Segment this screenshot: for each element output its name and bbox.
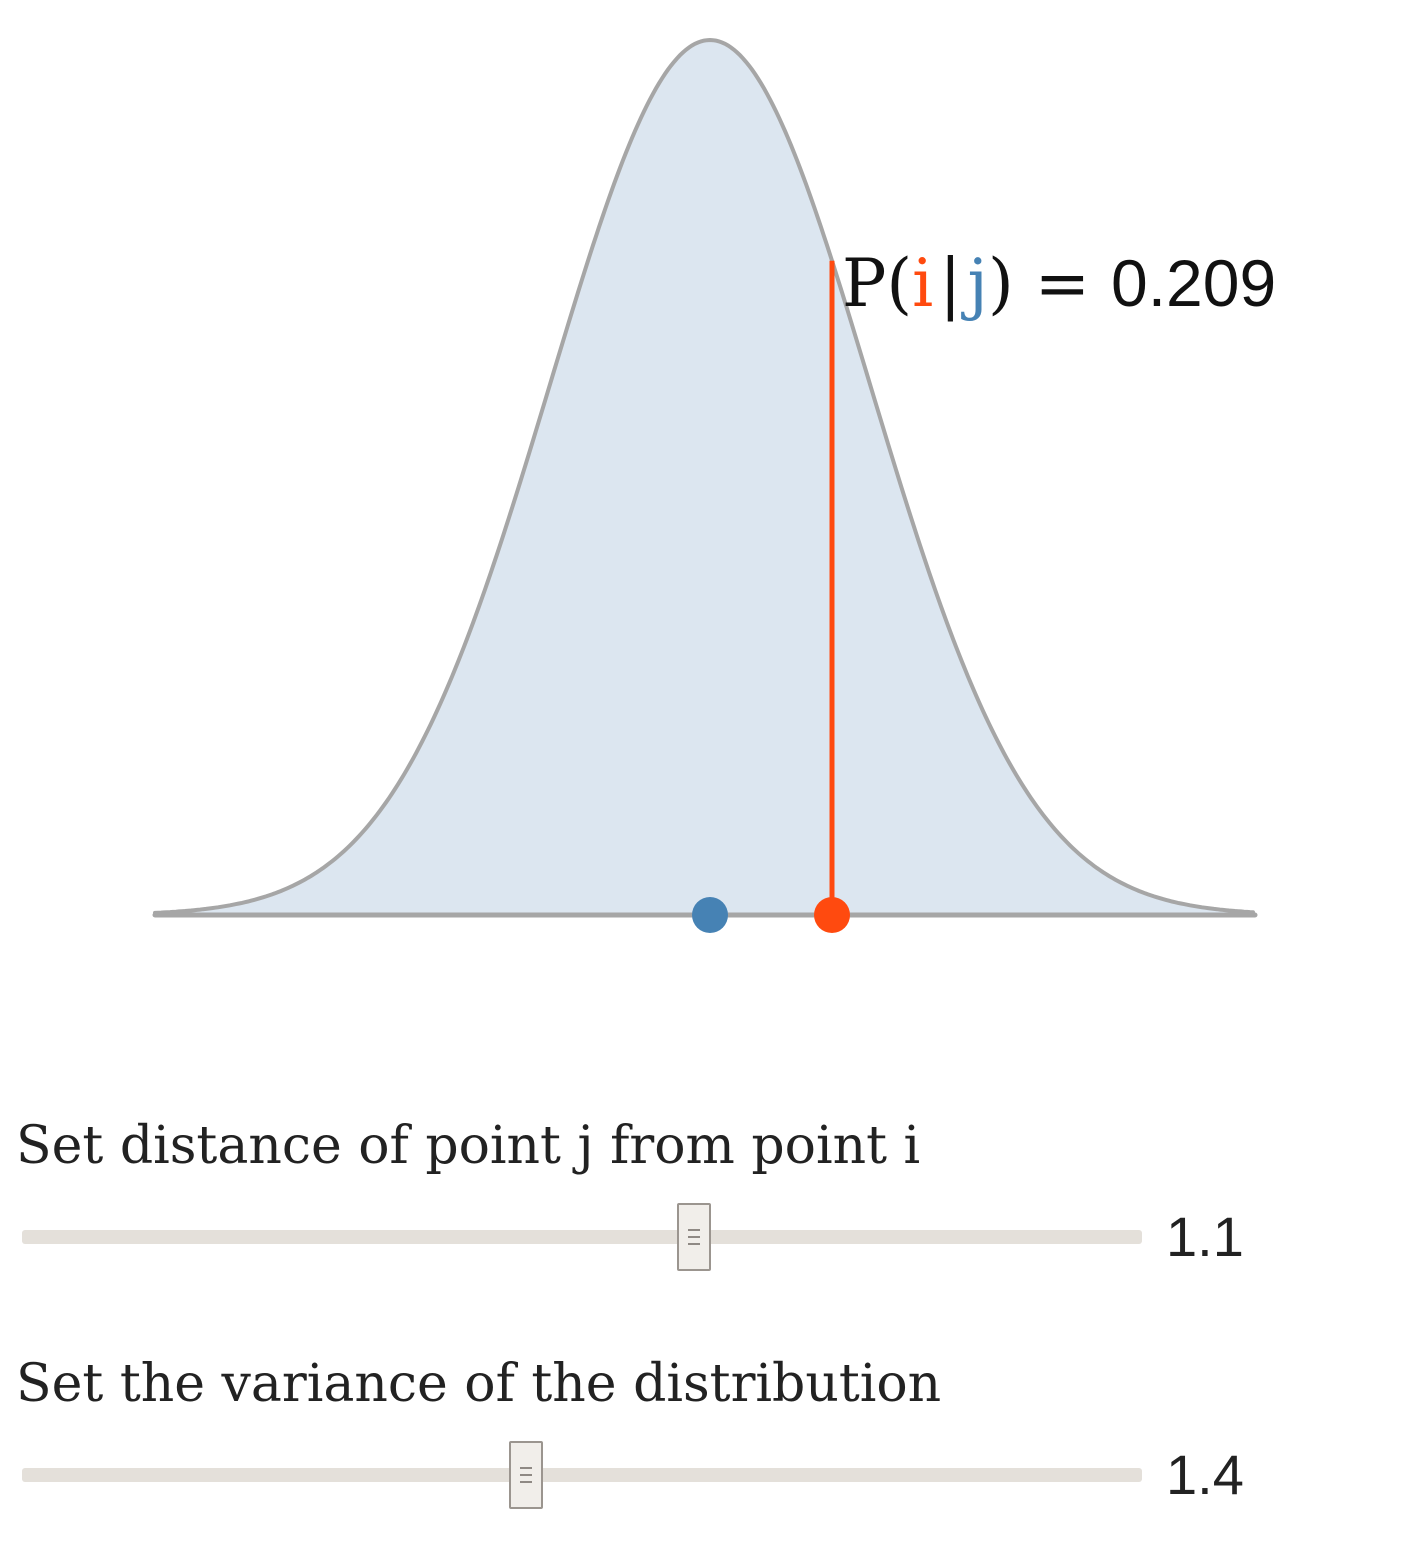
label-j: j	[961, 245, 988, 322]
distribution-fill	[155, 40, 1255, 915]
gaussian-plot: P(i|j) = 0.209	[152, 37, 1276, 933]
probability-label: P(i|j) = 0.209	[842, 245, 1276, 322]
distance-control: Set distance of point j from point i 1.1	[0, 1116, 1405, 1296]
grip-line	[688, 1243, 700, 1245]
distance-slider-track[interactable]	[22, 1230, 1142, 1244]
variance-slider-track[interactable]	[22, 1468, 1142, 1482]
grip-line	[688, 1229, 700, 1231]
probability-value: 0.209	[1111, 246, 1276, 320]
grip-line	[520, 1467, 532, 1469]
point-i[interactable]	[814, 897, 850, 933]
label-separator: |	[939, 245, 961, 322]
variance-control: Set the variance of the distribution 1.4	[0, 1354, 1405, 1534]
distance-value: 1.1	[1166, 1205, 1244, 1268]
variance-slider-thumb[interactable]	[509, 1441, 543, 1509]
point-j[interactable]	[692, 897, 728, 933]
grip-line	[520, 1474, 532, 1476]
distribution-curve	[153, 37, 1255, 915]
variance-label: Set the variance of the distribution	[16, 1354, 942, 1414]
variance-value: 1.4	[1166, 1443, 1244, 1506]
grip-line	[520, 1481, 532, 1483]
label-prefix: P(	[842, 245, 912, 322]
distance-slider-thumb[interactable]	[677, 1203, 711, 1271]
distance-label: Set distance of point j from point i	[16, 1116, 921, 1176]
label-i: i	[912, 245, 933, 322]
label-suffix: ) =	[988, 245, 1111, 322]
grip-line	[688, 1236, 700, 1238]
